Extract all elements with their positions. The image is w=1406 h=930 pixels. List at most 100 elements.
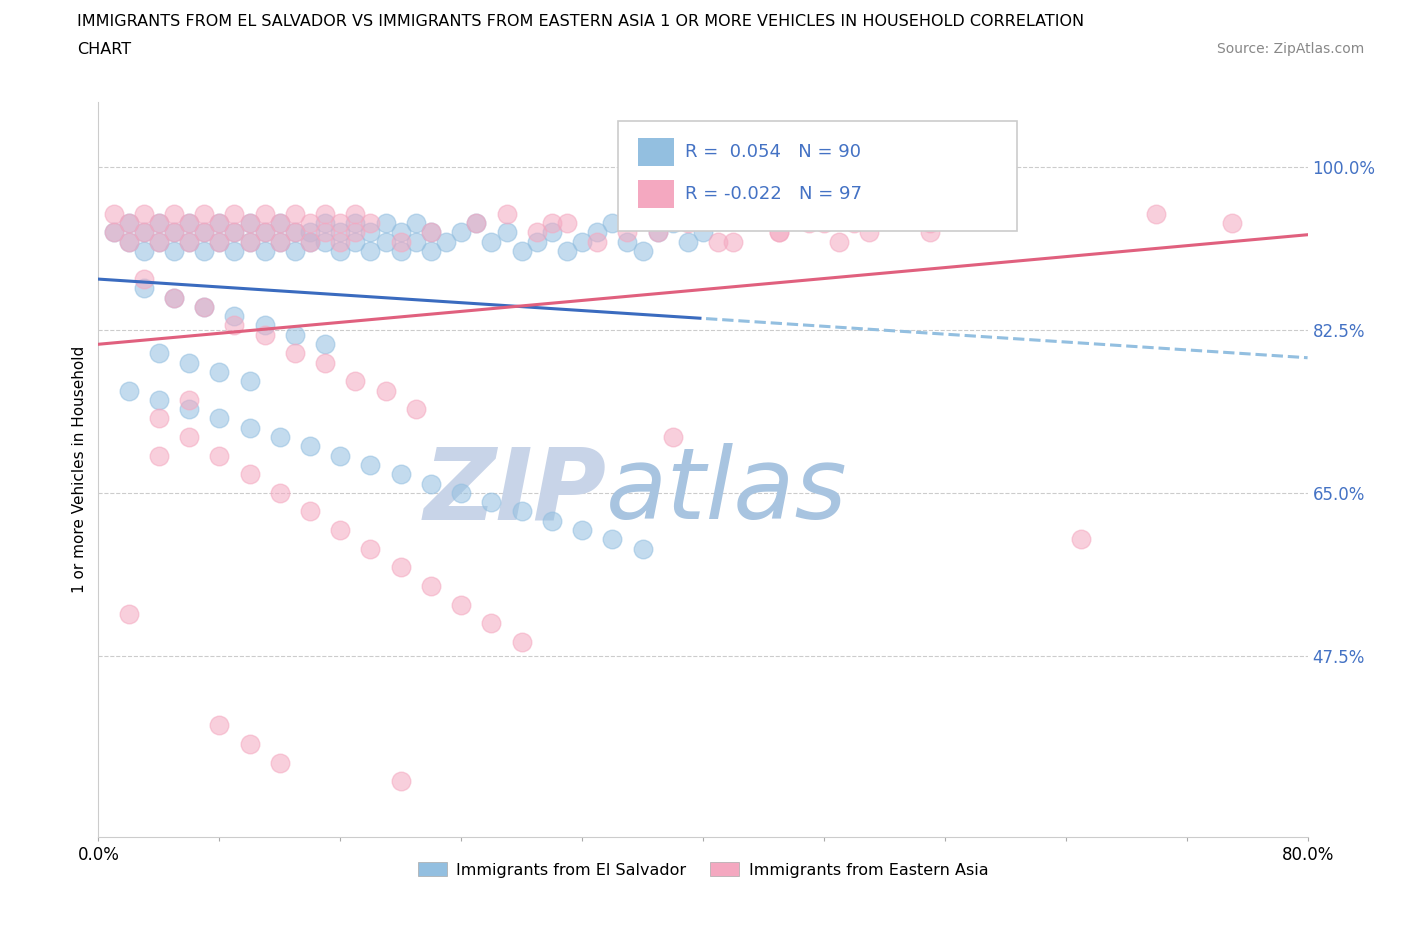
Point [360,225,382,240]
Point [314,355,336,370]
Point [299,216,322,231]
Point [253,225,276,240]
Point [526,225,548,240]
Point [132,225,155,240]
Point [284,327,307,342]
Point [647,225,669,240]
Point [224,225,246,240]
Point [299,439,322,454]
Point [858,225,880,240]
Point [616,225,638,240]
Point [360,244,382,259]
Point [179,430,201,445]
Point [602,532,624,547]
Point [132,272,155,286]
Point [299,225,322,240]
Point [239,216,262,231]
Point [329,244,352,259]
Point [360,216,382,231]
Point [163,244,186,259]
Point [631,541,654,556]
Point [148,216,170,231]
Point [224,225,246,240]
Point [163,290,186,305]
Point [103,206,125,221]
Point [540,225,562,240]
Point [450,225,472,240]
Point [389,244,412,259]
Point [103,225,125,240]
Point [540,513,562,528]
Point [707,234,730,249]
Point [269,755,291,770]
Y-axis label: 1 or more Vehicles in Household: 1 or more Vehicles in Household [72,346,87,593]
Point [193,206,215,221]
Point [374,234,396,249]
Point [555,216,578,231]
Point [208,234,231,249]
Point [676,234,699,249]
Point [420,476,443,491]
Point [224,206,246,221]
Point [540,216,562,231]
Point [389,774,412,789]
Point [224,244,246,259]
Text: IMMIGRANTS FROM EL SALVADOR VS IMMIGRANTS FROM EASTERN ASIA 1 OR MORE VEHICLES I: IMMIGRANTS FROM EL SALVADOR VS IMMIGRANT… [77,14,1084,29]
FancyBboxPatch shape [619,121,1018,231]
Point [179,216,201,231]
Point [828,234,851,249]
Point [510,634,533,649]
Point [163,290,186,305]
Point [148,216,170,231]
Point [284,225,307,240]
Point [450,597,472,612]
Text: CHART: CHART [77,42,131,57]
Point [692,225,714,240]
Point [405,216,427,231]
Point [571,234,593,249]
Point [616,206,638,221]
Point [481,234,503,249]
Point [1220,216,1243,231]
Point [465,216,488,231]
Point [389,560,412,575]
Point [253,206,276,221]
Point [389,225,412,240]
Point [239,467,262,482]
Point [344,234,367,249]
Point [481,495,503,510]
Point [208,448,231,463]
Point [360,458,382,472]
Point [239,420,262,435]
Point [314,206,336,221]
Point [647,206,669,221]
Point [148,411,170,426]
Point [481,616,503,631]
Point [163,206,186,221]
Point [179,234,201,249]
Point [269,485,291,500]
Point [193,244,215,259]
Point [844,206,866,221]
Text: R = -0.022   N = 97: R = -0.022 N = 97 [685,185,862,203]
Point [239,234,262,249]
Point [179,216,201,231]
Point [314,234,336,249]
Point [284,244,307,259]
Point [163,225,186,240]
Point [420,225,443,240]
Point [269,216,291,231]
Point [314,225,336,240]
Point [661,430,683,445]
Point [1070,532,1092,547]
Point [253,318,276,333]
Point [179,355,201,370]
Point [389,467,412,482]
Point [314,337,336,352]
Point [813,216,835,231]
Point [163,225,186,240]
Point [132,281,155,296]
Point [224,318,246,333]
Point [208,411,231,426]
Point [344,206,367,221]
